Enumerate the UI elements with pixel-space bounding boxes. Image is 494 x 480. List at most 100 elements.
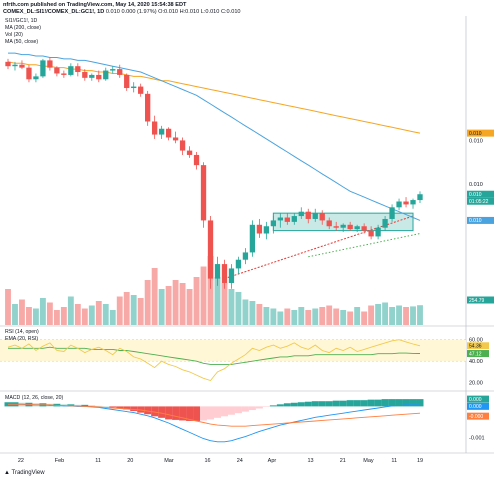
volume-bar	[151, 268, 158, 325]
volume-bar	[60, 307, 67, 325]
candle-body	[89, 74, 95, 78]
volume-bar	[207, 256, 214, 325]
volume-bar	[256, 304, 263, 325]
rsi-line	[7, 339, 421, 382]
volume-bar	[144, 280, 151, 325]
ema-label: EMA (20, RSI)	[5, 336, 39, 342]
candle-body	[124, 74, 130, 89]
candle-body	[172, 137, 179, 141]
price-tick: 0.010	[469, 138, 483, 144]
badge-rsi-text: 54.36	[469, 344, 482, 350]
volume-bar	[361, 311, 368, 325]
candle-body	[284, 217, 290, 222]
volume-bar	[284, 308, 291, 325]
x-axis-label: 20	[127, 458, 133, 464]
volume-bar	[81, 308, 88, 325]
rsi-band	[0, 339, 466, 362]
macd-histogram-bar	[416, 399, 424, 407]
volume-bar	[95, 301, 102, 325]
vol-label: Vol (20)	[5, 32, 23, 38]
signal-line	[8, 403, 421, 427]
macd-histogram-bar	[297, 402, 305, 407]
macd-histogram-bar	[88, 405, 96, 407]
candle-body	[347, 224, 353, 230]
badge-macd-text: 0.000	[469, 404, 482, 410]
macd-histogram-bar	[311, 401, 319, 407]
badge-ma200	[467, 129, 494, 137]
macd-histogram-bar	[248, 406, 256, 411]
macd-histogram-bar	[290, 402, 298, 407]
macd-histogram-bar	[109, 406, 117, 408]
candle-body	[138, 86, 144, 94]
x-axis-label: Apr	[268, 458, 277, 464]
volume-bar	[270, 308, 277, 325]
badge-ma200-text: 0.010	[469, 131, 482, 137]
candle-body	[214, 264, 221, 279]
volume-bar	[249, 301, 256, 325]
macd-histogram-bar	[318, 401, 326, 407]
macd-histogram-bar	[116, 406, 124, 409]
macd-histogram-bar	[325, 401, 333, 407]
macd-histogram-bar	[269, 405, 277, 407]
candle-body	[19, 64, 25, 68]
macd-histogram-bar	[409, 399, 417, 407]
macd-histogram-bar	[179, 406, 187, 421]
macd-histogram-bar	[200, 406, 208, 421]
candle-body	[242, 252, 249, 260]
symbol-label[interactable]: COMEX_DL:SI1!/COMEX_DL:GC1!, 1D	[3, 9, 105, 15]
volume-bar	[5, 289, 11, 325]
macd-histogram-bar	[402, 399, 410, 407]
x-axis-label: 21	[340, 458, 346, 464]
macd-histogram-bar	[165, 406, 173, 420]
macd-histogram-bar	[193, 406, 201, 421]
candle-body	[165, 128, 172, 138]
volume-bar	[396, 305, 402, 325]
macd-histogram-bar	[346, 400, 354, 407]
candle-body	[26, 67, 32, 80]
chart-canvas[interactable]: 0.0100.0100.0100.01001:05:220.010254.796…	[0, 16, 494, 464]
x-axis-label: Feb	[55, 458, 64, 464]
volume-bar	[186, 289, 193, 325]
trendline-support	[224, 215, 414, 280]
candle-body	[33, 76, 39, 80]
badge-ema	[467, 350, 489, 358]
macd-histogram-bar	[144, 406, 152, 415]
candle-body	[145, 93, 151, 122]
candle-body	[368, 230, 374, 237]
macd-histogram-bar	[227, 406, 235, 415]
candle-body	[186, 150, 193, 155]
candle-body	[200, 165, 207, 221]
volume-bar	[417, 305, 423, 325]
volume-bar	[326, 305, 333, 325]
volume-bar	[130, 295, 137, 325]
volume-bar	[102, 304, 109, 325]
volume-bar	[354, 307, 361, 325]
candle-body	[40, 60, 46, 77]
x-axis-label: 11	[95, 458, 101, 464]
candle-body	[110, 69, 116, 71]
volume-bar	[291, 310, 298, 325]
candle-body	[375, 227, 381, 237]
volume-bar	[312, 308, 319, 325]
rsi-tick: 40.00	[469, 359, 483, 365]
badge-ma50	[467, 216, 494, 224]
candle-body	[68, 66, 74, 75]
macd-histogram-bar	[67, 404, 75, 407]
macd-histogram-bar	[130, 406, 138, 412]
volume-bar	[193, 277, 200, 325]
macd-histogram-bar	[367, 399, 375, 407]
volume-bar	[403, 307, 409, 325]
price-tick: 0.010	[469, 182, 483, 188]
macd-histogram-bar	[234, 406, 242, 414]
candle-body	[396, 201, 402, 208]
tradingview-footer[interactable]: ▲ TradingView	[4, 470, 45, 476]
volume-bar	[172, 280, 179, 325]
candle-body	[103, 70, 109, 80]
candle-body	[221, 264, 228, 283]
ema-rsi-line	[8, 346, 421, 365]
candle-body	[361, 226, 367, 231]
candle-body	[75, 66, 81, 73]
volume-bar	[242, 299, 249, 325]
macd-histogram-bar	[172, 406, 180, 420]
candle-body	[319, 213, 325, 221]
